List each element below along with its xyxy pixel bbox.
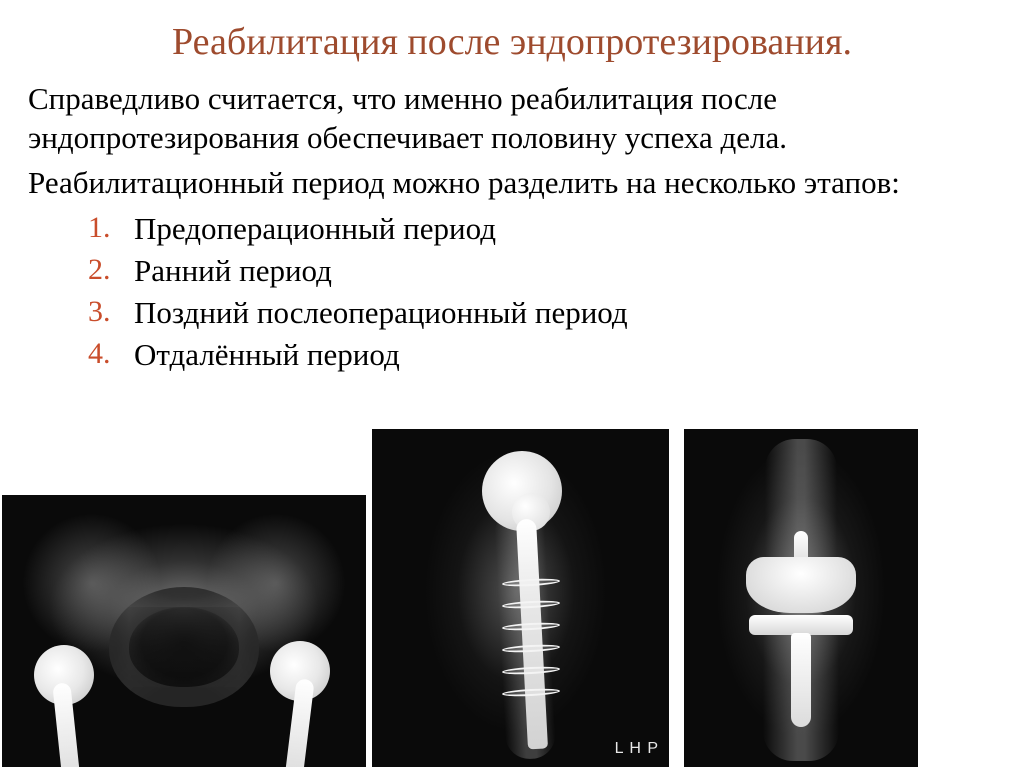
slide: Реабилитация после эндопротезирования. С… [0, 0, 1024, 767]
tibial-stem [791, 633, 811, 727]
list-item: Предоперационный период [88, 208, 996, 250]
femoral-component [746, 557, 856, 613]
paragraph-stages: Реабилитационный период можно разделить … [28, 164, 996, 203]
slide-title: Реабилитация после эндопротезирования. [28, 20, 996, 64]
image-row: L H P [0, 429, 1024, 767]
orientation-label: L H P [615, 741, 659, 757]
xray-pelvis-image [2, 495, 366, 767]
list-item: Поздний послеоперационный период [88, 292, 996, 334]
list-item: Ранний период [88, 250, 996, 292]
pelvic-ring [109, 587, 259, 707]
xray-knee-image [684, 429, 918, 767]
list-item: Отдалённый период [88, 334, 996, 376]
tibial-tray [749, 615, 853, 635]
xray-femur-revision-image: L H P [372, 429, 669, 767]
paragraph-intro: Справедливо считается, что именно реабил… [28, 80, 996, 158]
stages-list: Предоперационный период Ранний период По… [28, 208, 996, 375]
